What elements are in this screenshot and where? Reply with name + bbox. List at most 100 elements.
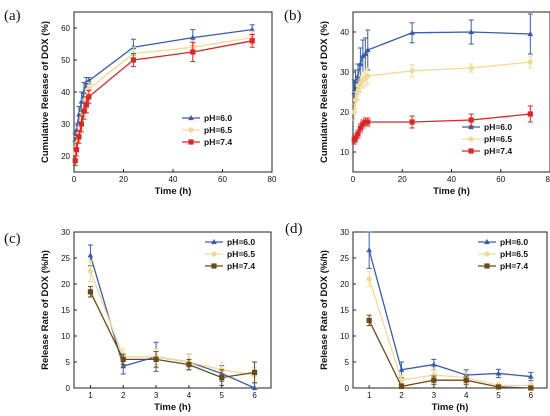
series-pH60 xyxy=(351,13,534,105)
x-tick-label: 2 xyxy=(399,391,404,400)
y-tick-label: 40 xyxy=(61,88,70,97)
y-tick-label: 5 xyxy=(345,358,350,367)
series-line xyxy=(74,36,253,153)
legend-entry: pH=6.0 xyxy=(182,113,232,123)
x-tick-label: 20 xyxy=(398,175,407,184)
x-tick-label: 60 xyxy=(496,175,505,184)
panel-tag: (a) xyxy=(4,8,21,24)
data-point xyxy=(527,373,534,379)
data-point xyxy=(528,385,534,391)
legend-entry: pH=7.4 xyxy=(205,261,255,271)
x-tick-label: 60 xyxy=(218,175,227,184)
legend-marker xyxy=(468,136,474,142)
series-pH65 xyxy=(351,55,533,121)
y-tick-label: 0 xyxy=(345,384,350,393)
data-point xyxy=(189,34,196,40)
legend-label: pH=6.5 xyxy=(484,134,512,144)
x-axis-label: Time (h) xyxy=(154,402,191,413)
data-point xyxy=(355,131,361,137)
data-point xyxy=(527,30,534,37)
y-tick-label: 10 xyxy=(61,332,70,341)
legend-entry: pH=6.0 xyxy=(462,122,512,132)
y-tick-label: 60 xyxy=(61,24,70,33)
x-tick-label: 0 xyxy=(72,175,77,184)
y-tick-label: 25 xyxy=(61,254,70,263)
legend-label: pH=6.5 xyxy=(227,249,255,259)
y-tick-label: 30 xyxy=(340,68,349,77)
series-pH74 xyxy=(351,105,533,145)
data-point xyxy=(87,252,94,258)
legend-entry: pH=6.5 xyxy=(182,125,232,135)
data-point xyxy=(73,127,80,133)
x-tick-label: 3 xyxy=(154,391,159,400)
data-point xyxy=(249,26,256,32)
chart-panel: (d) 1 2 3 4 5 6 0 5 10 15 20 25 30 Time (h) Release Rat… xyxy=(285,221,548,413)
x-tick-label: 5 xyxy=(220,391,225,400)
data-point xyxy=(130,57,136,63)
legend-marker xyxy=(211,251,217,257)
y-tick-label: 5 xyxy=(66,358,71,367)
x-tick-label: 1 xyxy=(367,391,372,400)
data-point xyxy=(87,289,94,295)
data-point xyxy=(87,268,94,274)
x-tick-label: 40 xyxy=(169,175,178,184)
legend-entry: pH=6.5 xyxy=(205,249,255,259)
legend-entry: pH=6.0 xyxy=(478,237,528,247)
legend-entry: pH=7.4 xyxy=(478,261,528,271)
legend-marker xyxy=(188,114,194,121)
data-point xyxy=(73,147,80,153)
x-axis-label: Time (h) xyxy=(433,186,470,197)
series-line xyxy=(353,61,531,113)
legend-label: pH=6.0 xyxy=(204,113,232,123)
data-point xyxy=(78,121,85,127)
data-point xyxy=(366,276,372,282)
legend-marker xyxy=(188,139,194,145)
x-tick-label: 3 xyxy=(432,391,437,400)
data-point xyxy=(463,377,469,383)
series-line xyxy=(368,320,531,389)
legend-marker xyxy=(211,238,217,245)
plot-frame xyxy=(73,11,273,173)
data-point xyxy=(362,50,369,57)
series-line xyxy=(368,250,531,378)
series-pH74 xyxy=(87,286,258,386)
y-tick-label: 0 xyxy=(66,384,71,393)
legend-marker xyxy=(484,263,490,269)
data-point xyxy=(86,94,92,100)
x-tick-label: 2 xyxy=(121,391,126,400)
data-point xyxy=(81,108,87,114)
legend-label: pH=6.0 xyxy=(484,122,512,132)
legend-label: pH=6.0 xyxy=(500,237,528,247)
series-line xyxy=(89,255,255,389)
legend-entry: pH=6.5 xyxy=(478,249,528,259)
data-point xyxy=(495,370,502,376)
data-point xyxy=(355,89,361,95)
data-point xyxy=(409,119,415,125)
data-point xyxy=(76,134,82,140)
x-tick-label: 4 xyxy=(187,391,192,400)
data-point xyxy=(352,97,359,103)
data-point xyxy=(76,111,82,117)
series-line xyxy=(353,31,531,93)
legend-marker xyxy=(484,251,490,257)
y-axis-label: Release Rate of DOX (%/h) xyxy=(319,250,330,370)
data-point xyxy=(190,49,196,55)
x-tick-label: 20 xyxy=(119,175,128,184)
data-point xyxy=(351,109,357,115)
data-point xyxy=(409,68,415,74)
legend-entry: pH=7.4 xyxy=(462,146,512,156)
data-point xyxy=(352,135,359,141)
data-point xyxy=(120,363,127,369)
data-point xyxy=(365,73,371,79)
x-tick-label: 5 xyxy=(496,391,501,400)
data-point xyxy=(219,375,225,381)
data-point xyxy=(251,369,258,375)
x-tick-label: 1 xyxy=(88,391,93,400)
data-point xyxy=(365,119,371,125)
series-line xyxy=(368,278,531,387)
data-point xyxy=(495,384,502,390)
legend-marker xyxy=(484,238,490,245)
legend-marker xyxy=(188,127,194,133)
plot-frame xyxy=(352,11,550,173)
